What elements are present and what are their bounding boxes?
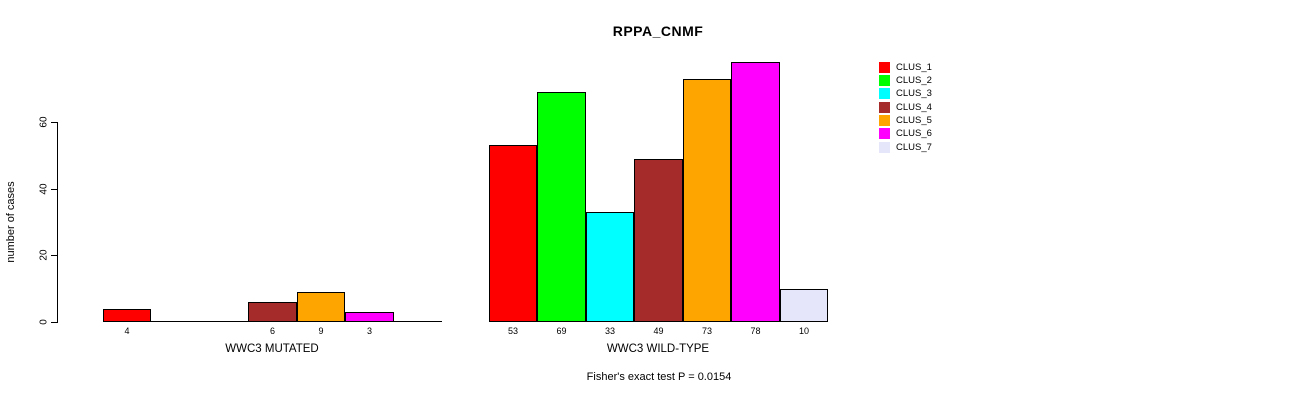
legend-item: CLUS_5 xyxy=(879,114,932,126)
y-tick-label: 20 xyxy=(38,249,50,261)
y-tick xyxy=(51,189,57,190)
bar-CLUS_4 xyxy=(248,302,297,322)
bar-CLUS_5 xyxy=(683,79,731,322)
bar-value-label: 6 xyxy=(269,326,276,336)
group-label-mutated: WWC3 MUTATED xyxy=(225,343,319,355)
bar-value-label: 78 xyxy=(750,326,761,336)
bar-value-label: 3 xyxy=(366,326,373,336)
legend-swatch-icon xyxy=(879,128,890,140)
bar-CLUS_1 xyxy=(103,309,151,322)
bar-value-label: 33 xyxy=(604,326,616,336)
legend-item: CLUS_2 xyxy=(879,74,932,86)
legend-item-label: CLUS_3 xyxy=(896,88,932,100)
legend-item-label: CLUS_5 xyxy=(896,114,932,126)
bar-value-label: 49 xyxy=(653,326,664,336)
legend-item: CLUS_1 xyxy=(879,61,932,73)
y-tick xyxy=(51,122,57,123)
bar-CLUS_5 xyxy=(297,292,345,322)
legend-swatch-icon xyxy=(879,141,890,153)
bar-CLUS_7 xyxy=(780,289,828,322)
legend-item: CLUS_4 xyxy=(879,101,932,113)
legend-item: CLUS_3 xyxy=(879,88,932,100)
legend-swatch-icon xyxy=(879,101,890,113)
legend-item-label: CLUS_4 xyxy=(896,101,932,113)
bar-CLUS_4 xyxy=(634,159,683,322)
bar-value-label: 9 xyxy=(318,326,324,336)
bar-CLUS_3 xyxy=(586,212,634,322)
legend-swatch-icon xyxy=(879,114,890,126)
y-tick-label: 40 xyxy=(38,183,50,195)
y-tick-label: 0 xyxy=(38,319,50,325)
legend-item-label: CLUS_1 xyxy=(896,61,932,73)
bar-CLUS_6 xyxy=(345,312,394,322)
bar-CLUS_2 xyxy=(537,92,586,322)
bar-CLUS_1 xyxy=(489,145,537,322)
bar-value-label: 4 xyxy=(124,326,130,336)
legend-item: CLUS_6 xyxy=(879,128,932,140)
legend-swatch-icon xyxy=(879,88,890,100)
y-axis-label: number of cases xyxy=(5,181,17,263)
legend-swatch-icon xyxy=(879,61,890,73)
bar-value-label: 10 xyxy=(798,326,810,336)
bar-value-label: 53 xyxy=(507,326,519,336)
bar-value-label: 69 xyxy=(556,326,567,336)
group-label-wildtype: WWC3 WILD-TYPE xyxy=(606,343,710,355)
y-axis-line xyxy=(57,122,58,323)
y-tick xyxy=(51,322,57,323)
chart-title: RPPA_CNMF xyxy=(612,23,704,39)
y-tick-label: 60 xyxy=(38,116,50,128)
fisher-test-note: Fisher's exact test P = 0.0154 xyxy=(586,371,732,383)
legend-item-label: CLUS_7 xyxy=(896,141,932,153)
legend-item-label: CLUS_6 xyxy=(896,128,932,140)
bar-value-label: 73 xyxy=(701,326,713,336)
legend-item-label: CLUS_2 xyxy=(896,74,932,86)
bar-CLUS_6 xyxy=(731,62,780,322)
legend-item: CLUS_7 xyxy=(879,141,932,153)
y-tick xyxy=(51,255,57,256)
legend-swatch-icon xyxy=(879,74,890,86)
